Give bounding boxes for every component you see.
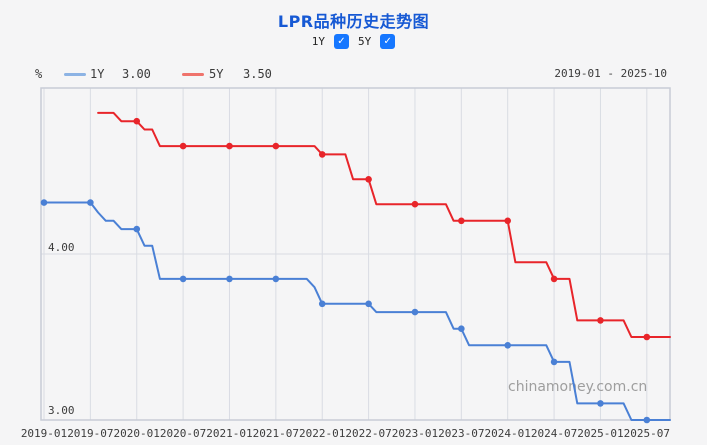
series-marker-5y <box>550 275 558 283</box>
x-tick-label: 2021-07 <box>253 427 299 440</box>
series-line-1y <box>43 201 671 421</box>
series-marker-1y <box>550 358 558 366</box>
series-marker-1y <box>458 325 465 333</box>
series-toggles: 1Y ✓ 5Y ✓ <box>0 32 707 50</box>
series-marker-1y <box>133 225 141 233</box>
series-marker-5y <box>318 151 326 158</box>
legend-line-1y-icon <box>64 73 86 76</box>
series-marker-1y <box>365 300 372 308</box>
checkbox-1y-label: 1Y <box>311 34 325 48</box>
series-marker-5y <box>133 117 141 125</box>
legend-5y-value: 3.50 <box>243 67 272 81</box>
x-tick-label: 2020-07 <box>160 427 206 440</box>
x-tick-label: 2025-01 <box>577 427 623 440</box>
x-tick-label: 2024-01 <box>485 427 531 440</box>
series-marker-5y <box>411 200 419 208</box>
series-marker-1y <box>597 400 604 407</box>
series-marker-1y <box>179 275 187 283</box>
legend-line-5y-icon <box>182 73 204 76</box>
x-tick-label: 2020-01 <box>114 427 160 440</box>
series-marker-5y <box>643 333 651 341</box>
series-marker-1y <box>272 275 280 283</box>
series-marker-5y <box>272 142 280 150</box>
legend-row: % 1Y 3.00 5Y 3.50 2019-01 - 2025-10 <box>0 66 707 82</box>
plot-border <box>40 87 671 421</box>
series-marker-5y <box>504 217 512 225</box>
page-title: LPR品种历史走势图 <box>277 12 430 31</box>
series-marker-1y <box>643 416 651 424</box>
x-tick-label: 2022-07 <box>345 427 391 440</box>
legend-1y-value: 3.00 <box>122 67 151 81</box>
series-marker-1y <box>411 308 419 316</box>
x-tick-label: 2025-07 <box>624 427 670 440</box>
series-marker-5y <box>597 317 604 324</box>
series-marker-1y <box>226 275 233 283</box>
x-tick-label: 2024-07 <box>531 427 577 440</box>
x-tick-label: 2023-01 <box>392 427 438 440</box>
legend-1y-label: 1Y <box>90 67 105 81</box>
x-tick-label: 2019-07 <box>67 427 113 440</box>
series-marker-1y <box>40 199 48 206</box>
series-marker-5y <box>226 142 233 150</box>
series-marker-1y <box>504 342 512 349</box>
series-marker-1y <box>87 199 94 206</box>
series-marker-1y <box>318 300 326 308</box>
x-tick-label: 2022-01 <box>299 427 345 440</box>
checkbox-5y-label: 5Y <box>358 34 372 48</box>
y-tick-label: 4.00 <box>48 241 75 254</box>
series-line-5y <box>97 111 671 338</box>
checkbox-1y[interactable]: ✓ <box>334 33 349 49</box>
y-axis-unit-label: % <box>35 67 43 81</box>
y-tick-label: 3.00 <box>48 404 75 417</box>
legend-5y-label: 5Y <box>209 67 224 81</box>
series-marker-5y <box>365 176 372 183</box>
series-marker-5y <box>179 142 187 150</box>
date-range-label: 2019-01 - 2025-10 <box>554 67 667 80</box>
watermark: chinamoney.com.cn <box>508 379 647 395</box>
x-tick-label: 2019-01 <box>21 427 67 440</box>
x-tick-label: 2021-01 <box>206 427 252 440</box>
checkbox-5y[interactable]: ✓ <box>380 33 396 49</box>
x-tick-label: 2023-07 <box>438 427 484 440</box>
series-marker-5y <box>458 217 465 225</box>
